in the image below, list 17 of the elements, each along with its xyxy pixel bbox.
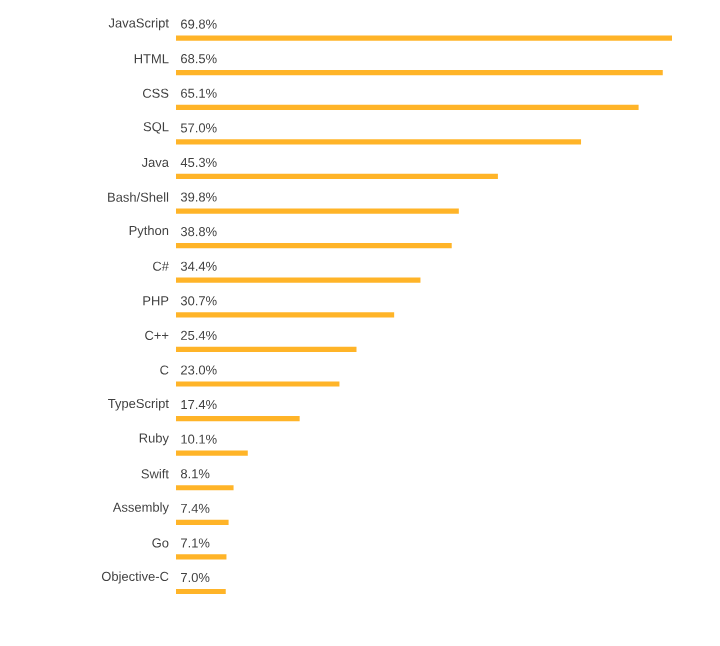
bar [176,139,582,145]
bar [176,485,234,491]
bar [176,415,300,422]
bar [176,519,229,525]
bar [176,70,663,76]
bar [176,554,227,560]
bar [176,312,395,318]
bar [176,35,672,41]
bar [176,243,452,249]
bar [176,104,639,110]
bar [176,381,340,387]
bar [176,173,498,180]
bar [176,450,248,456]
bar [176,208,459,214]
bar [176,588,226,595]
bar [176,346,357,352]
bar [176,277,421,283]
